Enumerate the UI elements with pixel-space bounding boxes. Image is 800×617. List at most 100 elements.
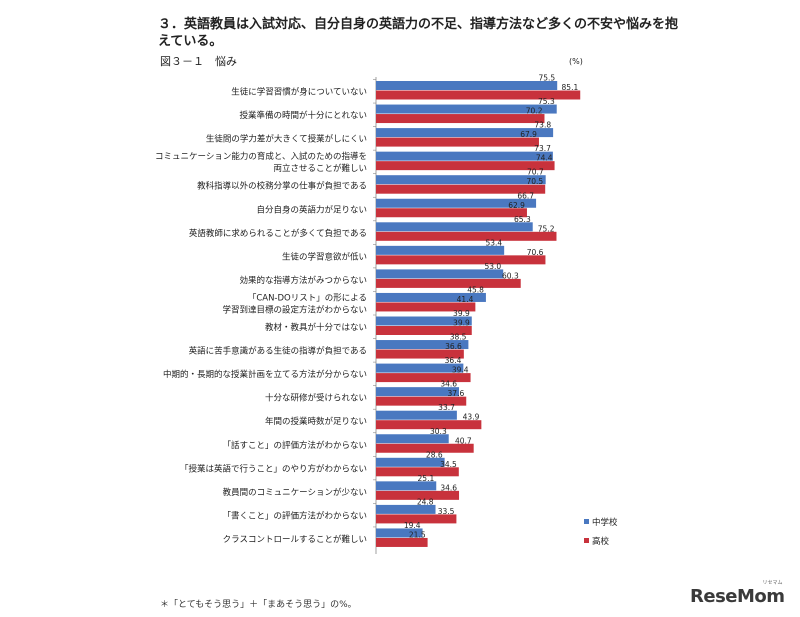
value-label: 60.3 [502,271,519,280]
bar-junior-high [376,269,504,279]
category-label: 英語教師に求められることが多くて負担である [189,228,367,239]
resemom-logo: ReseMom リセマム [690,580,785,607]
category-label: 教科指導以外の校務分掌の仕事が負担である [197,181,367,192]
value-label: 73.7 [534,144,551,153]
value-label: 75.5 [538,74,555,83]
value-label: 28.6 [426,450,443,459]
category-label: 生徒間の学力差が大きくて授業がしにくい [206,134,367,145]
bar-junior-high [376,292,486,302]
legend-label: 中学校 [592,517,618,528]
value-label: 62.9 [508,201,525,210]
logo-ruby: リセマム [762,580,783,586]
value-label: 25.1 [418,474,435,483]
legend-label: 高校 [592,536,610,547]
value-label: 40.7 [455,436,472,445]
value-label: 34.6 [440,483,457,492]
bar-junior-high [376,104,557,114]
bar-high-school [376,396,467,406]
category-label: クラスコントロールすることが難しい [223,534,367,545]
category-label: 生徒に学習習慣が身についていない [231,87,367,98]
category-label: 学習到達目標の設定方法がわからない [222,304,367,315]
value-label: 70.7 [527,168,544,177]
bar-high-school [376,255,546,265]
value-label: 70.6 [527,248,544,257]
bar-high-school [376,537,428,547]
bar-junior-high [376,457,445,467]
value-label: 24.8 [417,497,434,506]
bar-high-school [376,137,539,147]
bar-junior-high [376,222,533,232]
bar-high-school [376,302,476,312]
bar-junior-high [376,175,546,185]
bar-junior-high [376,245,505,255]
value-label: 53.0 [484,262,501,271]
value-label: 65.3 [514,215,531,224]
bar-high-school [376,443,474,453]
value-label: 75.3 [538,97,555,106]
value-label: 75.2 [538,224,555,233]
category-label: 十分な研修が受けられない [265,393,367,404]
category-label: 教員間のコミュニケーションが少ない [223,487,367,498]
category-label: 英語に苦手意識がある生徒の指導が負担である [189,346,367,357]
value-label: 21.5 [409,530,426,539]
bar-high-school [376,184,546,194]
value-label: 85.1 [562,83,579,92]
category-label: 両立させることが難しい [273,163,367,174]
bar-junior-high [376,128,554,138]
bar-junior-high [376,316,472,326]
bar-high-school [376,90,581,100]
value-label: 73.8 [534,121,551,130]
bar-junior-high [376,81,558,90]
footnote: ＊「とてもそう思う」＋「まあそう思う」の%。 [160,600,357,610]
value-label: 34.6 [440,380,457,389]
value-label: 70.5 [526,177,543,186]
bar-high-school [376,349,464,359]
bar-high-school [376,467,459,477]
category-label: 「授業は英語で行うこと」のやり方がわからない [180,463,367,474]
value-label: 30.3 [430,427,447,436]
category-label: 効果的な指導方法がみつからない [239,275,367,286]
bar-junior-high [376,504,436,514]
value-label: 33.5 [438,507,455,516]
bar-high-school [376,326,472,335]
bar-high-school [376,114,545,124]
value-label: 39.9 [453,309,470,318]
chart-heading: ３．英語教員は入試対応、自分自身の英語力の不足、指導方法など多くの不安や悩みを抱… [158,17,679,49]
value-label: 37.6 [448,389,465,398]
category-label: 「書くこと」の評価方法がわからない [222,510,367,521]
value-label: 67.9 [520,130,537,139]
category-label: 「CAN-DOリスト」の形による [248,293,367,303]
category-label: 教材・教具が十分ではない [265,322,367,333]
value-label: 41.4 [457,295,474,304]
bar-junior-high [376,434,449,444]
value-label: 36.6 [445,342,462,351]
bar-high-school [376,514,457,524]
value-label: 70.2 [526,107,543,116]
bar-junior-high [376,151,553,161]
bar-junior-high [376,198,537,208]
logo-text: ReseMom [690,586,785,607]
value-label: 38.5 [450,333,467,342]
value-label: 66.7 [517,191,534,200]
category-label: 自分自身の英語力が足りない [256,204,367,215]
bar-junior-high [376,528,423,538]
category-label: 生徒の学習意欲が低い [282,251,367,262]
legend-swatch [584,519,589,524]
bar-high-school [376,278,521,288]
value-label: 33.7 [438,403,455,412]
value-label: 39.9 [453,319,470,328]
bar-high-school [376,490,460,500]
bar-high-school [376,420,482,430]
bar-high-school [376,208,527,218]
category-label: 「話すこと」の評価方法がわからない [222,440,367,451]
category-label: 中期的・長期的な授業計画を立てる方法が分からない [163,369,367,380]
bar-junior-high [376,410,457,420]
value-label: 34.5 [440,460,457,469]
bar-high-school [376,373,471,383]
value-label: 39.4 [452,366,469,375]
bar-high-school [376,161,555,171]
value-label: 19.4 [404,521,421,530]
bar-junior-high [376,481,437,491]
value-label: 53.4 [485,238,502,247]
legend-swatch [584,538,589,543]
